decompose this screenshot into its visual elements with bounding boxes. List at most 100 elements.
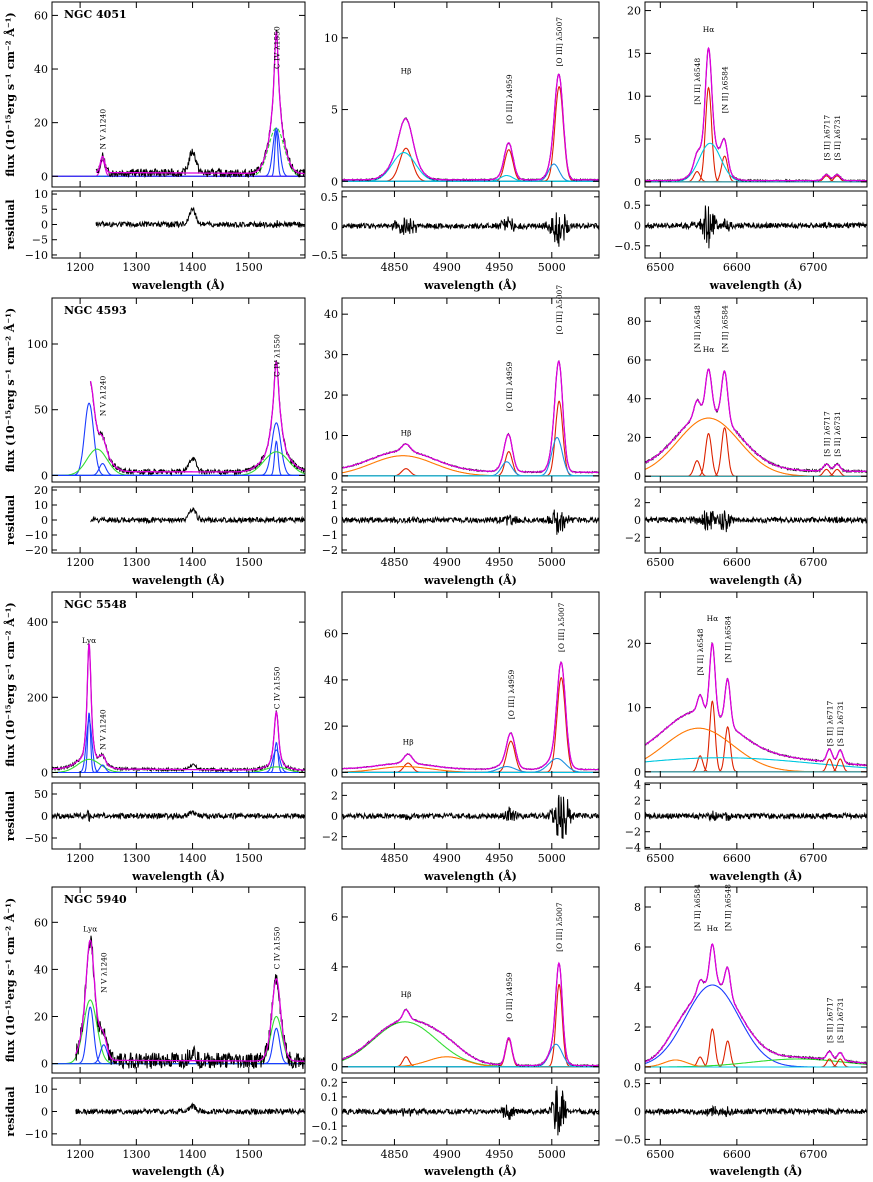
residual-plot-area	[342, 212, 599, 247]
x-tick-label: 1300	[122, 1148, 150, 1161]
x-axis-label: wavelength (Å)	[709, 573, 803, 587]
y-tick-label: 0	[331, 1061, 338, 1074]
residual-plot-area	[342, 794, 599, 839]
spectrum-plot-area	[645, 943, 867, 1068]
x-tick-label: 6700	[799, 556, 827, 569]
y-tick-label: 15	[627, 47, 641, 60]
y-tick-label: 6	[331, 911, 338, 924]
x-tick-label: 4850	[380, 852, 408, 865]
residual-curve	[90, 507, 305, 525]
residual-curve	[342, 509, 599, 535]
spectrum-plot-area	[342, 961, 599, 1068]
x-axis-label: wavelength (Å)	[423, 278, 517, 292]
component-narrow-5007	[342, 400, 599, 477]
main-frame	[644, 591, 868, 778]
x-axis-label: wavelength (Å)	[131, 1164, 225, 1178]
emission-line-label: N V λ1240	[99, 109, 108, 150]
component-narrow-4863	[342, 762, 599, 773]
resid-y-tick-label: 0.5	[624, 1078, 642, 1091]
x-tick-label: 1500	[235, 261, 263, 274]
total-fit	[75, 939, 305, 1062]
panel-ngc-4593-hb: 4850 4900 4950 5000010203040210−1−2waveleng…	[322, 285, 600, 587]
y-tick-label: 4	[634, 981, 641, 994]
total-fit	[645, 943, 867, 1064]
resid-y-tick-label: 1	[331, 499, 338, 512]
x-tick-label: 1400	[179, 556, 207, 569]
resid-y-tick-label: 0	[331, 810, 338, 823]
resid-y-tick-label: 10	[34, 188, 48, 201]
x-tick-label: 4950	[485, 261, 513, 274]
resid-y-tick-label: −4	[625, 841, 641, 854]
panel-ngc-4593-uv: 1200 1300 1400 150005010020100−10−20wavelen…	[25, 297, 306, 587]
y-tick-label: 80	[627, 315, 641, 328]
residual-curve	[342, 1085, 599, 1136]
y-tick-label: 0	[41, 170, 48, 183]
component-broad-4900	[342, 1056, 599, 1068]
emission-line-label: [O III] λ4959	[505, 361, 514, 411]
emission-line-label: [N II] λ6548	[724, 884, 733, 931]
y-tick-label: 60	[324, 628, 338, 641]
residual-curve	[645, 510, 867, 533]
y-tick-label: 60	[34, 916, 48, 929]
residual-curve	[52, 809, 305, 823]
total-fit	[342, 360, 599, 473]
spectrum-plot-area	[342, 359, 599, 477]
y-tick-label: 8	[634, 901, 641, 914]
emission-line-label: [S II] λ6731	[836, 997, 845, 1043]
y-tick-label: 20	[34, 1010, 48, 1023]
main-frame	[341, 297, 600, 483]
emission-line-label: N V λ1240	[100, 952, 109, 993]
y-tick-label: 0	[331, 470, 338, 483]
resid-y-tick-label: 4	[634, 779, 641, 792]
component-broad-6580	[645, 757, 867, 769]
x-tick-label: 4900	[433, 556, 461, 569]
resid-y-tick-label: 0	[41, 514, 48, 527]
component-broad-5002	[342, 163, 599, 182]
y-tick-label: 20	[627, 637, 641, 650]
panel-ngc-4051-uv: 1200 1300 1400 1500 0 20 40 60 10 5 0 −5 −10 waveleng…	[25, 1, 306, 292]
emission-line-label: [S II] λ6717	[826, 700, 835, 746]
residual-plot-area	[52, 809, 305, 823]
panel-ngc-5548-uv: 1200 1300 1400 1500 0 200 400 50 0 −50 wavelength …	[25, 591, 306, 883]
component-broad-1549	[52, 127, 305, 177]
spectrum-plot-area	[645, 642, 867, 773]
y-tick-label: 0	[634, 470, 641, 483]
object-name: NGC 4051	[64, 8, 127, 21]
emission-line-label: C IV λ1550	[272, 926, 281, 969]
panel-ngc-4051-ha: 6500 6600 6700 0 5 10 15 20 0.5 0 −0.5 wavelength (…	[614, 1, 868, 292]
resid-y-tick-label: −10	[25, 249, 48, 262]
y-tick-label: 6	[634, 941, 641, 954]
x-tick-label: 4900	[433, 261, 461, 274]
emission-line-label: [O III] λ5007	[555, 285, 564, 335]
x-tick-label: 5000	[538, 556, 566, 569]
y-tick-label: 0	[331, 766, 338, 779]
y-tick-label: 200	[27, 691, 48, 704]
emission-line-label: [S II] λ6731	[833, 411, 842, 457]
emission-line-label: [O III] λ4959	[507, 669, 516, 719]
residual-plot-area	[645, 205, 867, 249]
spectrum-plot-area	[52, 29, 305, 179]
main-frame	[644, 886, 868, 1074]
y-tick-label: 40	[34, 963, 48, 976]
residual-plot-area	[90, 507, 305, 525]
x-tick-label: 1400	[179, 261, 207, 274]
x-tick-label: 1500	[235, 1148, 263, 1161]
residual-plot-area	[342, 1085, 599, 1136]
residual-plot-area	[75, 1102, 305, 1116]
resid-y-tick-label: 0.2	[321, 1076, 339, 1089]
emission-line-label: Hα	[707, 924, 719, 933]
emission-line-label: [S II] λ6717	[822, 411, 831, 457]
main-frame	[341, 1, 600, 188]
x-axis-label: wavelength (Å)	[131, 278, 225, 292]
resid-y-tick-label: 10	[34, 1083, 48, 1096]
resid-y-tick-label: −2	[322, 544, 338, 557]
emission-line-label: [O III] λ4959	[505, 74, 514, 124]
y-tick-label: 0	[634, 766, 641, 779]
spectrum-plot-area	[645, 368, 867, 477]
emission-line-label: Lyα	[83, 925, 97, 934]
total-fit	[342, 73, 599, 181]
resid-y-tick-label: 0	[41, 810, 48, 823]
spectrum-plot-area	[645, 46, 867, 183]
spectrum-plot-area	[52, 643, 305, 774]
